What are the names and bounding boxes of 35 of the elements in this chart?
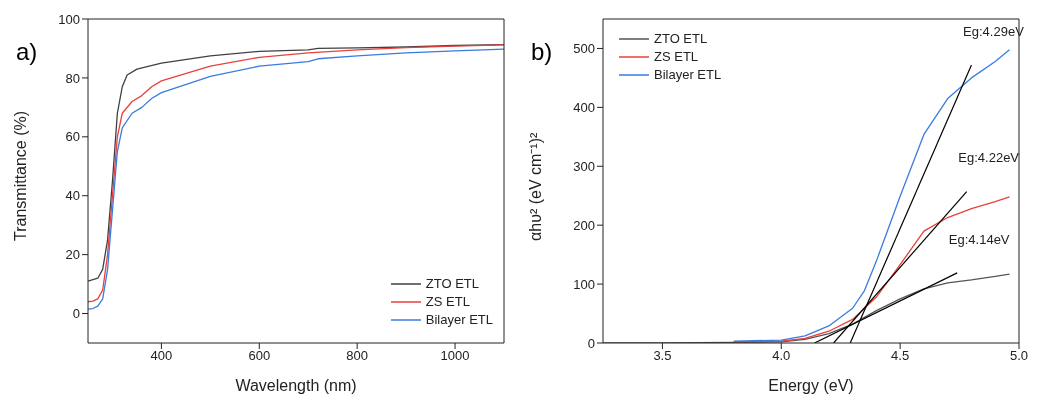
y-tick-label: 300 <box>573 158 595 174</box>
y-tick-label: 80 <box>65 70 80 86</box>
x-axis-title: Wavelength (nm) <box>235 377 357 394</box>
y-tick-label: 20 <box>65 247 80 263</box>
annotation: Eg:4.14eV <box>948 231 1010 247</box>
annotation: Eg:4.29eV <box>963 23 1025 39</box>
legend-label: ZS ETL <box>425 293 470 311</box>
annotation: Eg:4.22eV <box>958 150 1020 166</box>
x-tick-label: 1000 <box>440 348 470 364</box>
x-tick-label: 5.0 <box>1009 348 1029 364</box>
text: b) <box>531 38 553 66</box>
legend-label: ZS ETL <box>654 48 699 66</box>
legend-label: Bilayer ETL <box>425 311 493 329</box>
y-tick-label: 40 <box>65 188 80 204</box>
x-tick-label: 3.5 <box>653 348 672 364</box>
y-tick-label: 100 <box>58 11 80 27</box>
x-axis-title: Energy (eV) <box>768 377 854 394</box>
y-tick-label: 0 <box>587 335 595 351</box>
y-tick-label: 60 <box>65 129 80 145</box>
y-tick-label: 200 <box>573 217 595 233</box>
text: a) <box>16 38 38 66</box>
legend-label: ZTO ETL <box>654 30 708 48</box>
y-tick-label: 100 <box>573 276 595 292</box>
x-tick-label: 600 <box>248 348 271 364</box>
y-tick-label: 500 <box>573 41 595 57</box>
legend-label: Bilayer ETL <box>654 66 722 84</box>
x-tick-label: 400 <box>150 348 173 364</box>
y-tick-label: 400 <box>573 99 595 115</box>
x-tick-label: 4.5 <box>891 348 910 364</box>
y-tick-label: 0 <box>72 306 80 322</box>
legend-label: ZTO ETL <box>425 275 480 293</box>
x-tick-label: 800 <box>346 348 369 364</box>
x-tick-label: 4.0 <box>772 348 791 364</box>
y-axis-title: αhυ² (eV cm⁻¹)² <box>526 132 544 241</box>
y-axis-title: Transmittance (%) <box>11 110 29 241</box>
